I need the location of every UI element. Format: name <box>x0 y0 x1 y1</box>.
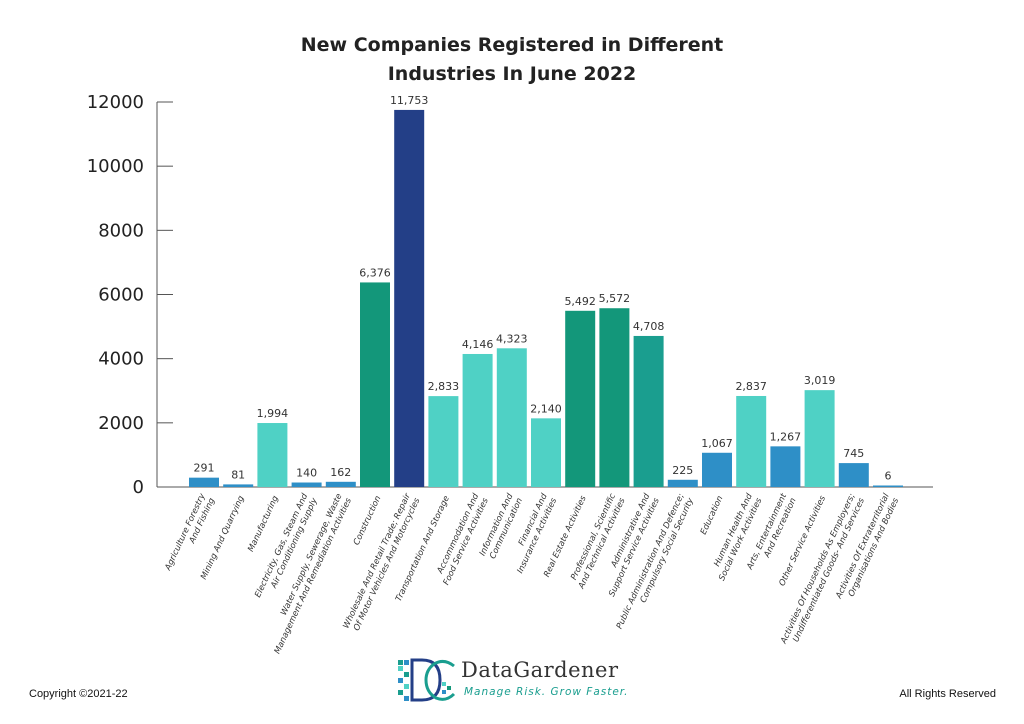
data-label: 6,376 <box>359 266 391 279</box>
bar <box>702 452 732 487</box>
data-label: 3,019 <box>804 374 836 387</box>
bar <box>599 308 630 487</box>
data-label: 6 <box>885 470 892 483</box>
bar <box>736 395 767 487</box>
data-label: 4,323 <box>496 332 528 345</box>
brand-name: DataGardener <box>461 658 619 682</box>
data-label: 1,267 <box>770 430 802 443</box>
bars <box>189 109 903 487</box>
chart-title-line-2: Industries In June 2022 <box>387 63 637 85</box>
data-label: 2,833 <box>428 380 460 393</box>
data-label: 162 <box>330 466 351 479</box>
y-axis-ticks: 0 2000 4000 6000 8000 10000 12000 <box>87 92 173 498</box>
data-label: 11,753 <box>390 94 429 107</box>
y-tick-label: 8000 <box>98 220 144 241</box>
copyright-text: Copyright ©2021-22 <box>29 688 128 700</box>
y-tick-label: 12000 <box>87 92 144 113</box>
bar <box>565 310 596 487</box>
bar <box>360 282 390 487</box>
bar <box>291 482 322 487</box>
data-label: 745 <box>843 447 864 460</box>
x-tick-label: Education <box>698 494 725 536</box>
data-label: 1,067 <box>701 437 733 450</box>
data-label: 291 <box>194 462 215 475</box>
bar <box>667 479 698 487</box>
bar <box>394 109 425 487</box>
bar <box>873 485 903 487</box>
y-tick-label: 0 <box>133 477 144 498</box>
bar <box>496 348 527 487</box>
data-label: 5,492 <box>564 295 596 308</box>
datagardener-logo-icon <box>398 658 456 702</box>
data-label: 2,837 <box>735 380 767 393</box>
bar <box>838 463 869 487</box>
bar <box>189 477 219 487</box>
data-label: 225 <box>672 464 693 477</box>
data-label: 5,572 <box>599 292 631 305</box>
y-tick-label: 6000 <box>98 285 144 306</box>
data-label: 4,146 <box>462 338 494 351</box>
data-label: 81 <box>231 468 245 481</box>
bar <box>633 335 664 487</box>
datagardener-logo: DataGardener Manage Risk. Grow Faster. <box>396 656 632 704</box>
data-label: 2,140 <box>530 402 562 415</box>
data-label: 4,708 <box>633 320 665 333</box>
y-tick-label: 2000 <box>98 413 144 434</box>
brand-tagline: Manage Risk. Grow Faster. <box>464 686 629 698</box>
bar <box>223 484 254 487</box>
bar <box>428 396 459 487</box>
data-label: 1,994 <box>257 407 289 420</box>
rights-reserved-text: All Rights Reserved <box>899 688 996 700</box>
bar <box>804 390 835 487</box>
bar <box>770 446 801 487</box>
bar <box>257 423 288 487</box>
data-label: 140 <box>296 467 317 480</box>
bar <box>325 481 356 487</box>
chart-title-line-1: New Companies Registered in Different <box>300 34 724 56</box>
y-tick-label: 4000 <box>98 349 144 370</box>
bar <box>462 353 493 487</box>
x-tick-label: Construction <box>351 494 383 547</box>
bar <box>531 418 561 487</box>
chart-title: New Companies Registered in Different In… <box>0 31 1024 89</box>
data-labels: 291 81 1,994 140 162 6,376 11,753 2,833 4,146 4,3… <box>194 94 892 483</box>
y-tick-label: 10000 <box>87 156 144 177</box>
